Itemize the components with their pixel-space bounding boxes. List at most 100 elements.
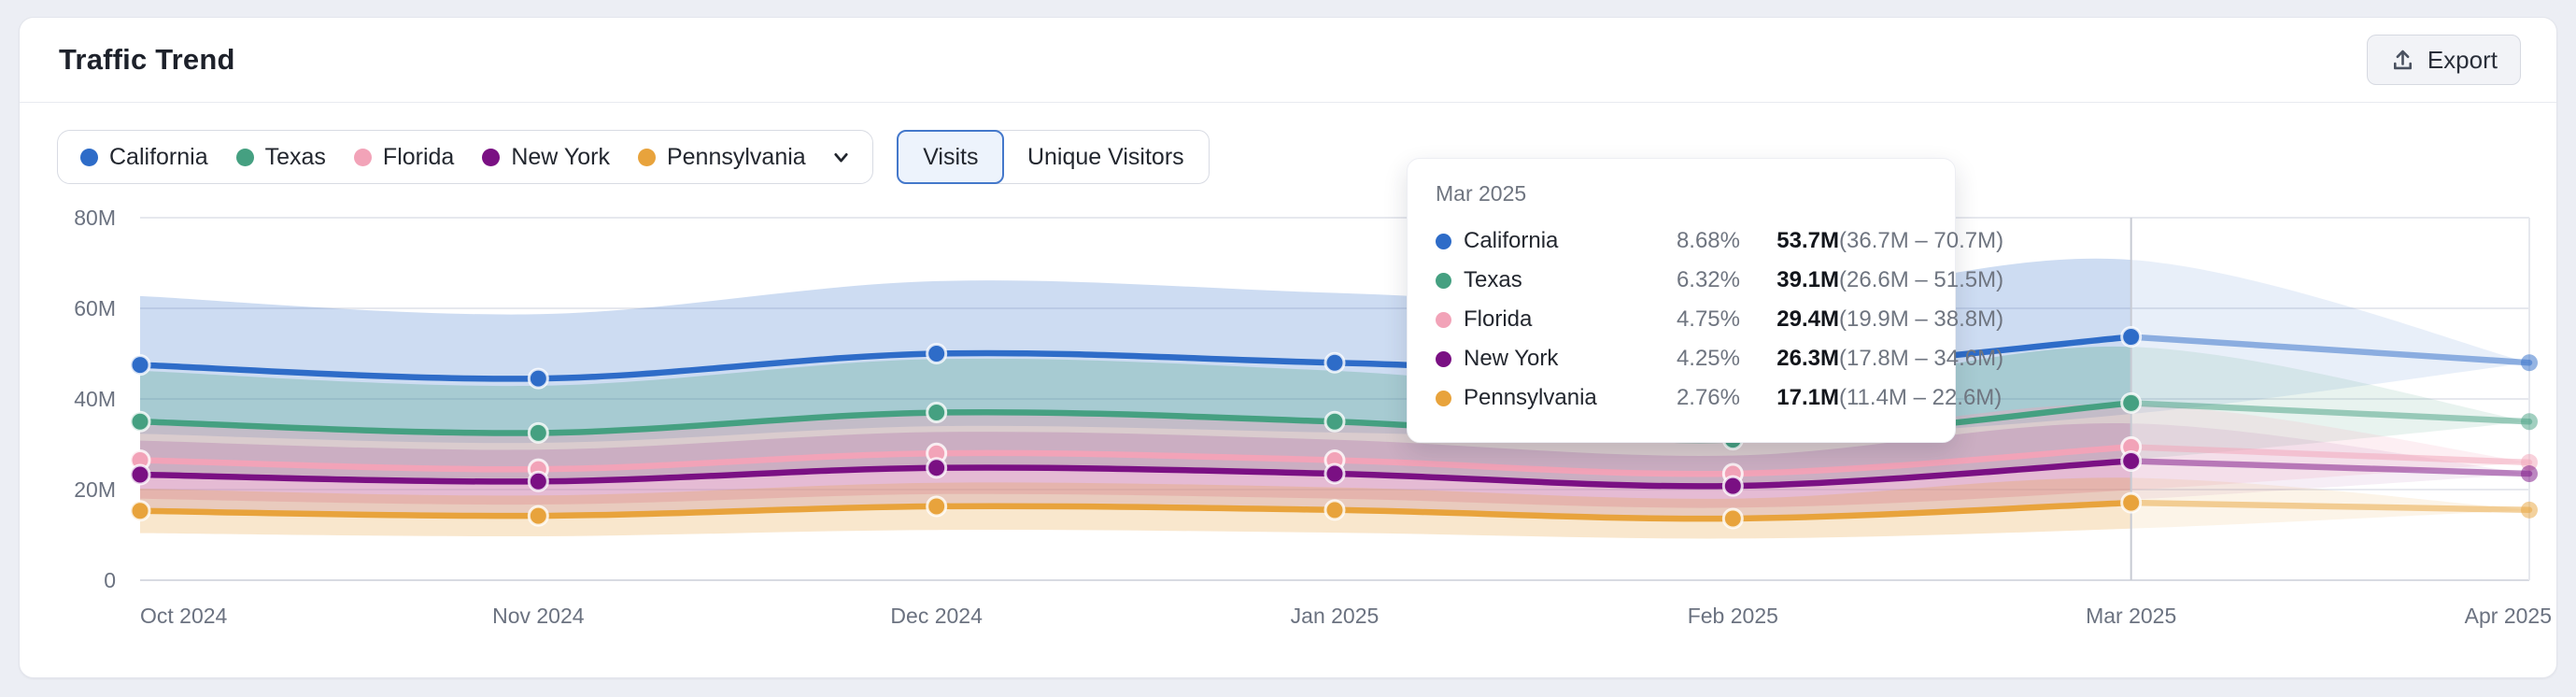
x-tick-label: Apr 2025: [2465, 604, 2552, 628]
series-line: [136, 499, 2134, 522]
tooltip-share: 6.32%: [1676, 267, 1740, 292]
x-tick-label: Mar 2025: [2086, 604, 2176, 628]
data-point-dot[interactable]: [2521, 465, 2538, 483]
legend-items: California Texas Florida New York Pennsylvan…: [80, 144, 806, 171]
tooltip-row: Texas 6.32% 39.1M (26.6M – 51.5M): [1436, 261, 2003, 300]
data-point-dot[interactable]: [926, 457, 948, 479]
legend-label: New York: [511, 143, 610, 170]
tooltip-share: 4.25%: [1676, 346, 1740, 371]
legend-item-florida[interactable]: Florida: [353, 143, 455, 171]
data-point-dot[interactable]: [527, 505, 549, 527]
y-tick-label: 80M: [74, 206, 116, 230]
data-point-dot[interactable]: [1323, 499, 1346, 521]
series-selector[interactable]: California Texas Florida New York Pennsylvan…: [57, 130, 873, 184]
legend-label: Pennsylvania: [666, 143, 806, 170]
data-point-dot[interactable]: [129, 410, 151, 433]
tooltip-range: (11.4M – 22.6M): [1839, 385, 2003, 410]
data-point-dot[interactable]: [926, 343, 948, 364]
tab-unique-visitors[interactable]: Unique Visitors: [1026, 143, 1184, 170]
tooltip-series-name: Florida: [1464, 306, 1533, 332]
tooltip-series-dot: [1436, 233, 1451, 249]
chart-tooltip: Mar 2025 California 8.68% 53.7M (36.7M – 70…: [1407, 158, 2003, 443]
legend-item-new-york[interactable]: New York: [482, 144, 610, 171]
data-point-dot[interactable]: [1323, 410, 1346, 433]
data-point-dot[interactable]: [1323, 351, 1346, 374]
tooltip-row: California 8.68% 53.7M (36.7M – 70.7M): [1436, 221, 2003, 261]
x-tick-label: Nov 2024: [492, 604, 585, 628]
tooltip-value: 26.3M: [1776, 346, 1839, 371]
data-point-dot[interactable]: [527, 421, 549, 444]
series-line-forecast: [2128, 499, 2533, 514]
data-point-dot[interactable]: [2120, 491, 2143, 514]
y-tick-label: 20M: [74, 477, 116, 502]
data-point-dot[interactable]: [2521, 413, 2538, 431]
series-line-forecast: [2128, 334, 2533, 366]
tooltip-series-name: California: [1464, 228, 1559, 253]
tooltip-series-name: Texas: [1464, 267, 1522, 292]
legend-label: Florida: [382, 143, 455, 170]
tooltip-series-name: New York: [1464, 346, 1559, 371]
chart-area[interactable]: 80M 60M 40M 20M 0 Oct 2024 Nov 2024 Dec 2024 Jan…: [20, 197, 2556, 669]
tooltip-rows: California 8.68% 53.7M (36.7M – 70.7M) Texas…: [1436, 221, 2003, 418]
data-point-dot[interactable]: [926, 495, 948, 518]
tooltip-row: Pennsylvania 2.76% 17.1M (11.4M – 22.6M): [1436, 378, 2002, 418]
tooltip-row: New York 4.25% 26.3M (17.8M – 34.6M): [1436, 339, 2003, 378]
export-label: Export: [2427, 45, 2498, 74]
page-title: Traffic Trend: [59, 43, 235, 76]
tooltip-range: (19.9M – 38.8M): [1839, 306, 2004, 332]
tab-visits[interactable]: Visits: [897, 130, 1005, 184]
data-point-dot[interactable]: [1721, 475, 1744, 497]
data-point-dot[interactable]: [2521, 354, 2538, 372]
tooltip-value: 39.1M: [1776, 267, 1839, 292]
traffic-trend-card: Traffic Trend Export California Texas Flor…: [19, 17, 2557, 678]
legend-item-pennsylvania[interactable]: Pennsylvania: [637, 143, 806, 171]
series-band-forecast: [2130, 260, 2529, 415]
tooltip-series-dot: [1436, 311, 1451, 328]
x-tick-label: Jan 2025: [1291, 604, 1380, 628]
data-point-dot[interactable]: [2120, 449, 2143, 472]
data-point-dot[interactable]: [2521, 501, 2538, 519]
tooltip-title: Mar 2025: [1436, 181, 1527, 206]
legend-dot: [235, 148, 254, 166]
legend-item-california[interactable]: California: [80, 144, 208, 171]
data-point-dot[interactable]: [527, 367, 549, 390]
legend-dot: [80, 148, 98, 166]
x-tick-label: Feb 2025: [1688, 604, 1778, 628]
tooltip-value: 29.4M: [1776, 306, 1839, 332]
data-point-dot[interactable]: [129, 500, 151, 522]
tooltip-value: 53.7M: [1776, 228, 1839, 253]
series-band-forecast: [2130, 477, 2529, 529]
data-point-dot[interactable]: [527, 470, 549, 492]
data-point-dot[interactable]: [926, 402, 948, 424]
tooltip-value: 17.1M: [1776, 385, 1839, 410]
tooltip-series-dot: [1436, 390, 1451, 406]
export-button[interactable]: Export: [2366, 35, 2521, 85]
data-point-dot[interactable]: [1323, 462, 1346, 485]
data-point-dot[interactable]: [129, 463, 151, 486]
tooltip-row: Florida 4.75% 29.4M (19.9M – 38.8M): [1436, 300, 2003, 339]
chart-controls: California Texas Florida New York Pennsylvan…: [57, 130, 1210, 184]
series-band-forecast: [2130, 347, 2529, 461]
series-band-forecast: [2130, 423, 2529, 500]
legend-dot: [353, 148, 372, 166]
x-tick-label: Dec 2024: [890, 604, 983, 628]
data-point-dot[interactable]: [2120, 326, 2143, 348]
legend-item-texas[interactable]: Texas: [235, 144, 326, 171]
data-point-dot[interactable]: [129, 354, 151, 377]
metric-toggle: Visits Unique Visitors: [897, 130, 1210, 184]
series-line-forecast: [2128, 444, 2533, 466]
tooltip-share: 8.68%: [1676, 228, 1740, 253]
y-tick-label: 60M: [74, 296, 116, 320]
tooltip-range: (36.7M – 70.7M): [1839, 228, 2004, 253]
data-point-dot[interactable]: [1721, 507, 1744, 530]
series-line: [136, 444, 2134, 477]
legend-dot: [637, 148, 656, 166]
legend-dot: [482, 148, 501, 166]
card-header: Traffic Trend Export: [20, 18, 2556, 103]
series-line-forecast: [2128, 400, 2533, 425]
data-point-dot[interactable]: [2120, 391, 2143, 414]
legend-label: California: [109, 143, 208, 170]
series-line-forecast: [2128, 458, 2533, 477]
chart-svg[interactable]: 80M 60M 40M 20M 0 Oct 2024 Nov 2024 Dec 2024 Jan…: [20, 197, 2556, 669]
x-tick-label: Oct 2024: [140, 604, 228, 628]
